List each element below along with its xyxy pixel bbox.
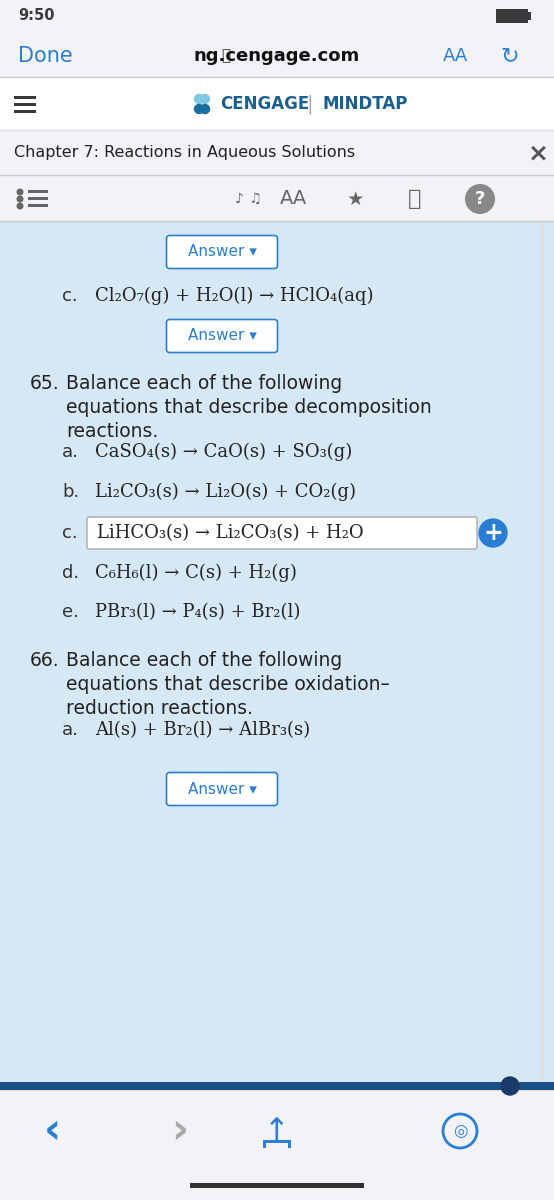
Text: +: + bbox=[483, 521, 503, 545]
Bar bbox=[0, 78, 554, 130]
Text: 🔒: 🔒 bbox=[222, 48, 230, 64]
Text: 66.: 66. bbox=[30, 650, 60, 670]
Text: CaSO₄(s) → CaO(s) + SO₃(g): CaSO₄(s) → CaO(s) + SO₃(g) bbox=[95, 443, 352, 461]
Bar bbox=[528, 12, 531, 20]
Text: 65.: 65. bbox=[30, 374, 60, 392]
Text: a.: a. bbox=[62, 721, 79, 739]
Circle shape bbox=[194, 95, 203, 103]
Text: ‹: ‹ bbox=[43, 1110, 60, 1152]
Text: e.: e. bbox=[62, 602, 79, 622]
FancyBboxPatch shape bbox=[167, 319, 278, 353]
Bar bbox=[14, 110, 36, 113]
Circle shape bbox=[17, 190, 23, 194]
Bar bbox=[497, 10, 519, 22]
Text: Done: Done bbox=[18, 46, 73, 66]
Text: equations that describe decomposition: equations that describe decomposition bbox=[66, 398, 432, 416]
Text: CENGAGE: CENGAGE bbox=[220, 95, 309, 113]
FancyBboxPatch shape bbox=[87, 517, 477, 550]
Bar bbox=[496, 8, 528, 23]
Bar bbox=[190, 1183, 364, 1188]
Bar bbox=[0, 222, 554, 1082]
Bar bbox=[14, 96, 36, 98]
FancyBboxPatch shape bbox=[167, 773, 278, 805]
Circle shape bbox=[465, 184, 495, 214]
Bar bbox=[0, 176, 554, 222]
Bar bbox=[0, 0, 554, 78]
Bar bbox=[28, 197, 48, 199]
Text: ★: ★ bbox=[346, 190, 364, 209]
Bar bbox=[497, 10, 525, 22]
Text: ?: ? bbox=[475, 190, 485, 208]
Text: ♪  ♫: ♪ ♫ bbox=[234, 192, 261, 206]
Text: AA: AA bbox=[443, 47, 468, 65]
FancyBboxPatch shape bbox=[167, 235, 278, 269]
Text: reduction reactions.: reduction reactions. bbox=[66, 698, 253, 718]
Bar bbox=[288, 1140, 290, 1148]
Text: Li₂CO₃(s) → Li₂O(s) + CO₂(g): Li₂CO₃(s) → Li₂O(s) + CO₂(g) bbox=[95, 482, 356, 502]
Circle shape bbox=[17, 203, 23, 209]
Bar bbox=[0, 130, 554, 176]
Bar bbox=[28, 190, 48, 192]
Circle shape bbox=[479, 518, 507, 547]
Text: Answer ▾: Answer ▾ bbox=[188, 329, 257, 343]
Text: c.: c. bbox=[62, 287, 78, 305]
Text: LiHCO₃(s) → Li₂CO₃(s) + H₂O: LiHCO₃(s) → Li₂CO₃(s) + H₂O bbox=[97, 524, 363, 542]
Bar bbox=[263, 1140, 265, 1148]
Text: Balance each of the following: Balance each of the following bbox=[66, 650, 342, 670]
Text: reactions.: reactions. bbox=[66, 422, 158, 440]
Bar bbox=[28, 204, 48, 206]
Circle shape bbox=[501, 1078, 519, 1094]
Text: Answer ▾: Answer ▾ bbox=[188, 245, 257, 259]
Circle shape bbox=[194, 104, 203, 114]
Text: C₆H₆(l) → C(s) + H₂(g): C₆H₆(l) → C(s) + H₂(g) bbox=[95, 564, 297, 582]
Bar bbox=[14, 103, 36, 106]
Text: ng.cengage.com: ng.cengage.com bbox=[194, 47, 360, 65]
Text: ↻: ↻ bbox=[501, 46, 519, 66]
Text: ⎙: ⎙ bbox=[408, 188, 422, 209]
Text: Chapter 7: Reactions in Aqueous Solutions: Chapter 7: Reactions in Aqueous Solution… bbox=[14, 145, 355, 161]
Text: 9:50: 9:50 bbox=[18, 8, 54, 24]
Text: ↑: ↑ bbox=[264, 1116, 290, 1146]
Text: AA: AA bbox=[279, 190, 306, 209]
Circle shape bbox=[201, 104, 209, 114]
Text: Answer ▾: Answer ▾ bbox=[188, 781, 257, 797]
Bar bbox=[0, 1090, 554, 1200]
Circle shape bbox=[17, 196, 23, 202]
Text: ×: × bbox=[527, 140, 548, 164]
Text: Balance each of the following: Balance each of the following bbox=[66, 374, 342, 392]
Text: Al(s) + Br₂(l) → AlBr₃(s): Al(s) + Br₂(l) → AlBr₃(s) bbox=[95, 721, 310, 739]
Text: Cl₂O₇(g) + H₂O(l) → HClO₄(aq): Cl₂O₇(g) + H₂O(l) → HClO₄(aq) bbox=[95, 287, 373, 305]
Bar bbox=[540, 222, 544, 1082]
Text: d.: d. bbox=[62, 564, 79, 582]
Bar bbox=[263, 1140, 291, 1142]
Text: ›: › bbox=[171, 1110, 188, 1152]
Text: equations that describe oxidation–: equations that describe oxidation– bbox=[66, 674, 390, 694]
Text: ◎: ◎ bbox=[453, 1122, 467, 1140]
Text: c.: c. bbox=[62, 524, 78, 542]
Text: PBr₃(l) → P₄(s) + Br₂(l): PBr₃(l) → P₄(s) + Br₂(l) bbox=[95, 602, 300, 622]
Text: a.: a. bbox=[62, 443, 79, 461]
Text: b.: b. bbox=[62, 482, 79, 502]
Text: |: | bbox=[307, 95, 314, 114]
Text: MINDTAP: MINDTAP bbox=[322, 95, 407, 113]
Bar bbox=[0, 1082, 554, 1090]
Circle shape bbox=[201, 95, 209, 103]
